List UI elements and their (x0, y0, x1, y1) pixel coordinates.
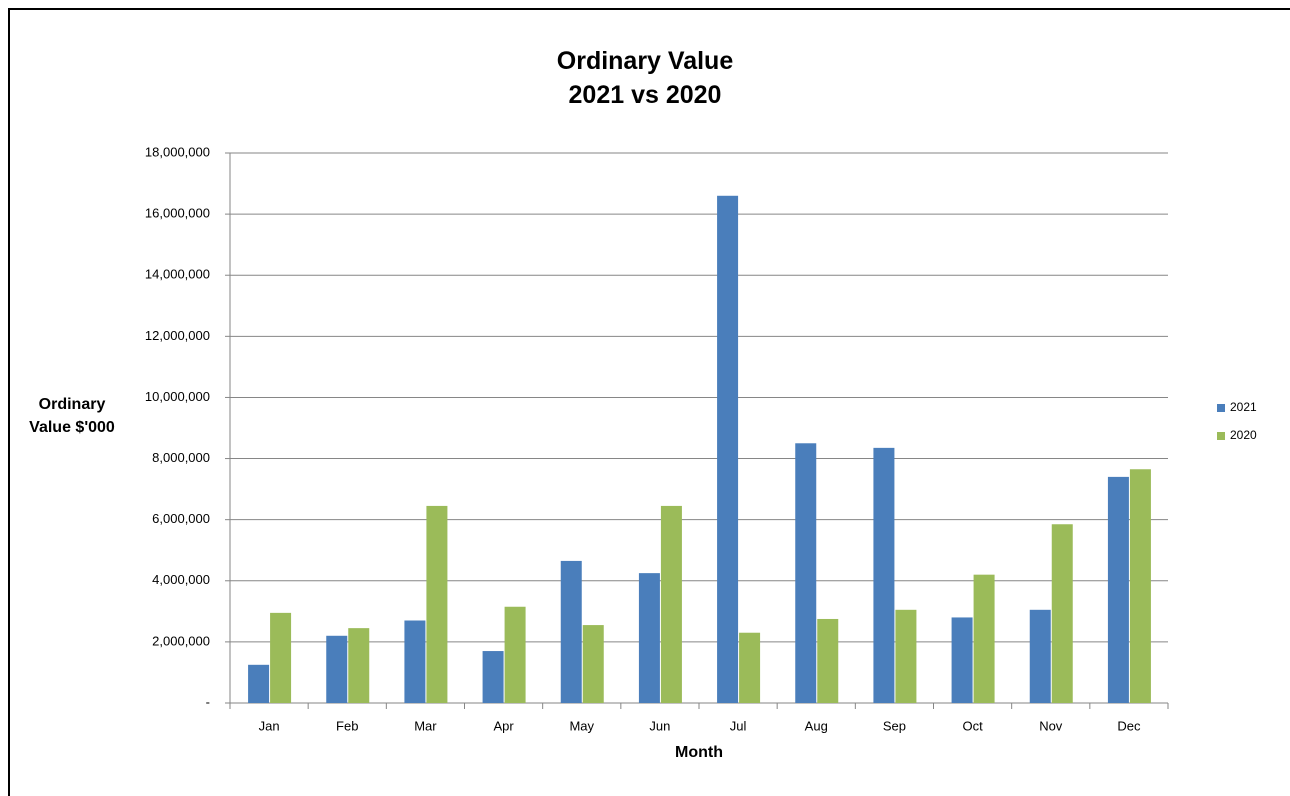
y-axis-title: Ordinary Value $'000 (29, 396, 115, 436)
y-tick-label: 8,000,000 (152, 450, 210, 465)
bar (660, 505, 682, 703)
bar (973, 574, 995, 703)
bar (504, 606, 526, 703)
bar (348, 628, 370, 703)
bar (1107, 476, 1129, 703)
y-tick-label: - (206, 694, 210, 709)
bar (404, 620, 426, 703)
frame (8, 8, 1290, 796)
x-tick-label: Jan (259, 718, 280, 733)
y-tick-label: 14,000,000 (145, 267, 210, 282)
bar (1129, 469, 1151, 703)
x-tick-label: Apr (493, 718, 514, 733)
bar (326, 635, 348, 703)
bar (560, 560, 582, 703)
bar (426, 505, 448, 703)
x-tick-label: Feb (336, 718, 358, 733)
bar (817, 618, 839, 703)
bar (270, 612, 292, 703)
bar (482, 651, 504, 703)
y-tick-label: 6,000,000 (152, 511, 210, 526)
bar (1051, 524, 1073, 703)
x-axis-title: Month (675, 744, 723, 761)
x-tick-label: May (569, 718, 594, 733)
x-tick-label: Mar (414, 718, 437, 733)
y-tick-label: 16,000,000 (145, 206, 210, 221)
legend-swatch (1217, 432, 1225, 440)
bar (873, 447, 895, 703)
x-tick-label: Oct (962, 718, 983, 733)
y-tick-label: 4,000,000 (152, 572, 210, 587)
bar (717, 195, 739, 703)
x-tick-label: Jun (649, 718, 670, 733)
y-tick-label: 2,000,000 (152, 633, 210, 648)
bar (248, 664, 270, 703)
bar (739, 632, 761, 703)
legend-label: 2021 (1230, 400, 1257, 414)
bar (1029, 609, 1051, 703)
bar (951, 617, 973, 703)
bar (582, 625, 604, 703)
y-tick-label: 10,000,000 (145, 389, 210, 404)
bar (795, 443, 817, 703)
legend-swatch (1217, 404, 1225, 412)
legend-label: 2020 (1230, 428, 1257, 442)
x-tick-label: Nov (1039, 718, 1063, 733)
y-tick-label: 12,000,000 (145, 328, 210, 343)
x-tick-label: Sep (883, 718, 906, 733)
bar (895, 609, 917, 703)
bar (638, 573, 660, 703)
x-tick-label: Dec (1117, 718, 1141, 733)
x-tick-label: Aug (805, 718, 828, 733)
y-tick-label: 18,000,000 (145, 144, 210, 159)
chart-title: Ordinary Value 2021 vs 2020 (556, 47, 734, 109)
x-tick-label: Jul (730, 718, 747, 733)
